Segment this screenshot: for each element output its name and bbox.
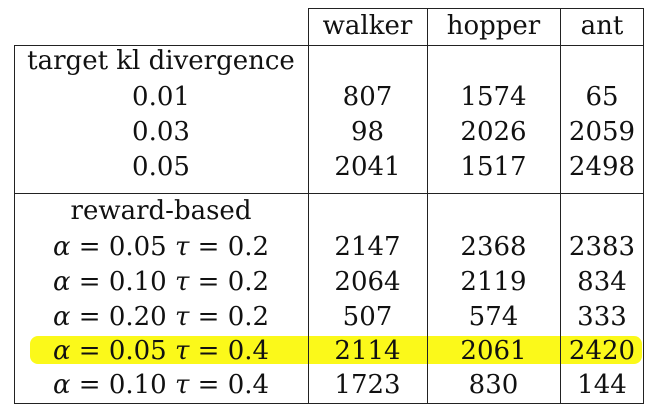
tau-value: 0.2 [227,302,270,332]
column-divider-3 [560,8,561,404]
table-cell-walker: 2147 [334,232,401,262]
alpha-symbol: α [52,370,71,400]
table-border-right [643,8,644,404]
section-title-kl: target kl divergence [27,46,295,76]
row-label: 0.01 [132,82,190,112]
results-table: walker hopper ant target kl divergence 0… [14,8,644,404]
row-highlight [30,336,642,364]
column-header-hopper: hopper [446,11,541,41]
row-label: 0.03 [132,117,190,147]
alpha-value: 0.10 [108,267,167,297]
table-cell-ant: 2059 [568,117,636,147]
table-cell-ant: 144 [577,370,627,400]
column-divider-1 [308,8,309,404]
table-cell-walker: 2041 [334,152,401,182]
table-cell-ant: 333 [577,302,627,332]
tau-symbol: τ [174,370,190,400]
equals-sign: = [197,336,220,366]
equals-sign: = [197,232,220,262]
table-cell-hopper: 2368 [460,232,527,262]
header-bottom-rule [14,45,644,46]
alpha-value: 0.20 [108,302,167,332]
section-title-reward: reward-based [70,196,252,226]
column-divider-2 [427,8,428,404]
column-header-walker: walker [322,11,413,41]
tau-value: 0.4 [227,370,270,400]
table-cell-walker: 807 [342,82,393,112]
equals-sign: = [197,267,220,297]
table-border-left [14,45,15,404]
table-cell-hopper: 574 [468,302,519,332]
table-cell-hopper: 2119 [460,267,527,297]
equals-sign: = [78,370,101,400]
table-cell-walker: 2064 [334,267,401,297]
table-cell-walker: 98 [350,117,385,147]
table-cell-walker: 507 [342,302,393,332]
tau-value: 0.4 [227,336,270,366]
row-label-math: α = 0.10 τ = 0.2 [14,265,308,299]
header-top-rule [308,8,644,9]
table-bottom-rule [14,403,644,404]
table-cell-hopper: 2061 [460,336,527,366]
table-cell-hopper: 2026 [460,117,527,147]
table-cell-ant: 834 [577,267,627,297]
table-cell-ant: 2498 [568,152,636,182]
equals-sign: = [78,302,101,332]
equals-sign: = [78,336,101,366]
alpha-symbol: α [52,232,71,262]
tau-symbol: τ [174,267,190,297]
row-label-math: α = 0.10 τ = 0.4 [14,368,308,402]
tau-symbol: τ [174,232,190,262]
table-cell-ant: 2383 [568,232,636,262]
equals-sign: = [78,232,101,262]
equals-sign: = [197,302,220,332]
alpha-value: 0.05 [108,232,167,262]
tau-symbol: τ [174,302,190,332]
alpha-value: 0.05 [108,336,167,366]
table-cell-walker: 2114 [334,336,401,366]
section-divider-rule [14,193,644,194]
alpha-symbol: α [52,267,71,297]
tau-value: 0.2 [227,232,270,262]
table-cell-hopper: 1517 [460,152,527,182]
tau-value: 0.2 [227,267,270,297]
table-cell-walker: 1723 [334,370,401,400]
row-label-math: α = 0.20 τ = 0.2 [14,300,308,334]
column-header-ant: ant [580,11,624,41]
alpha-symbol: α [52,302,71,332]
tau-symbol: τ [174,336,190,366]
equals-sign: = [197,370,220,400]
row-label-math-highlighted: α = 0.05 τ = 0.4 [14,334,308,368]
alpha-value: 0.10 [108,370,167,400]
row-label-math: α = 0.05 τ = 0.2 [14,230,308,264]
table-cell-hopper: 1574 [460,82,527,112]
equals-sign: = [78,267,101,297]
table-cell-hopper: 830 [468,370,519,400]
table-cell-ant: 65 [585,82,619,112]
table-cell-ant: 2420 [568,336,636,366]
row-label: 0.05 [132,152,190,182]
alpha-symbol: α [52,336,71,366]
